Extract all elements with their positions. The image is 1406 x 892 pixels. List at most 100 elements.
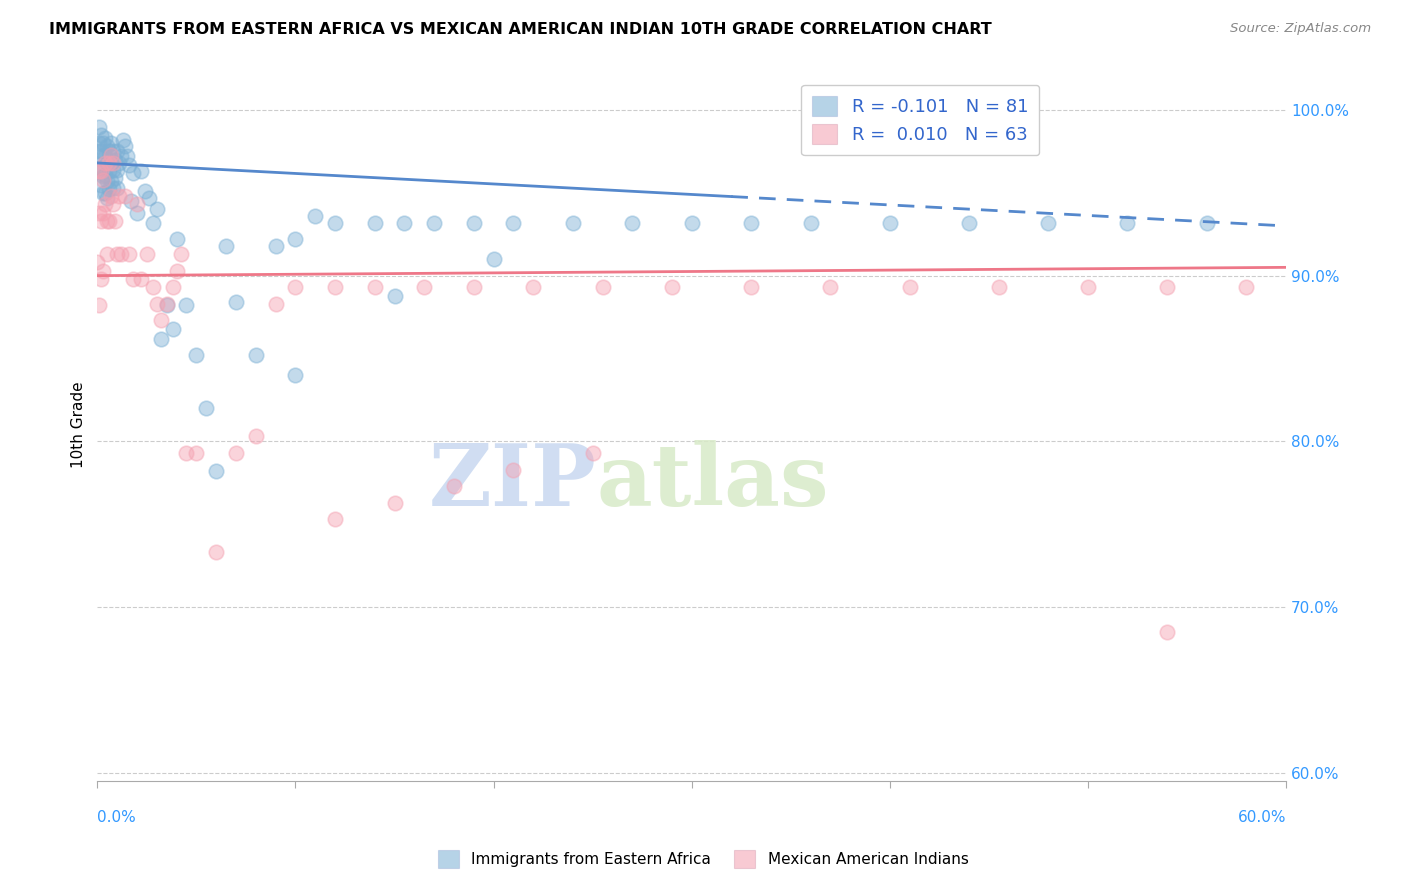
Point	[463, 216, 485, 230]
Point	[264, 297, 287, 311]
Point	[103, 145, 125, 159]
Point	[149, 313, 172, 327]
Text: IMMIGRANTS FROM EASTERN AFRICA VS MEXICAN AMERICAN INDIAN 10TH GRADE CORRELATION: IMMIGRANTS FROM EASTERN AFRICA VS MEXICA…	[49, 22, 993, 37]
Point	[98, 214, 121, 228]
Point	[186, 348, 208, 362]
Point	[90, 128, 112, 142]
Point	[581, 446, 603, 460]
Point	[91, 172, 114, 186]
Point	[323, 216, 346, 230]
Point	[89, 136, 111, 150]
Point	[134, 184, 156, 198]
Point	[90, 214, 112, 228]
Point	[681, 216, 703, 230]
Point	[363, 280, 385, 294]
Point	[100, 189, 122, 203]
Point	[104, 214, 127, 228]
Text: 60.0%: 60.0%	[1237, 810, 1286, 824]
Point	[115, 149, 138, 163]
Point	[86, 145, 108, 159]
Point	[304, 209, 326, 223]
Point	[138, 191, 160, 205]
Point	[91, 205, 114, 219]
Point	[621, 216, 644, 230]
Point	[186, 446, 208, 460]
Point	[129, 164, 152, 178]
Point	[561, 216, 583, 230]
Point	[100, 156, 122, 170]
Point	[363, 216, 385, 230]
Point	[104, 153, 127, 167]
Point	[245, 429, 267, 443]
Point	[89, 298, 111, 312]
Point	[987, 280, 1010, 294]
Point	[225, 295, 247, 310]
Point	[205, 545, 228, 559]
Point	[96, 247, 118, 261]
Point	[423, 216, 446, 230]
Point	[142, 216, 165, 230]
Y-axis label: 10th Grade: 10th Grade	[72, 382, 86, 468]
Point	[114, 189, 136, 203]
Point	[110, 149, 132, 163]
Point	[96, 214, 118, 228]
Point	[394, 216, 416, 230]
Point	[384, 288, 406, 302]
Point	[122, 166, 145, 180]
Point	[105, 247, 128, 261]
Point	[661, 280, 683, 294]
Point	[166, 263, 188, 277]
Point	[1156, 624, 1178, 639]
Text: atlas: atlas	[596, 440, 830, 524]
Point	[195, 401, 218, 416]
Point	[96, 174, 118, 188]
Point	[482, 252, 505, 266]
Point	[592, 280, 614, 294]
Point	[90, 178, 112, 192]
Point	[443, 479, 465, 493]
Point	[522, 280, 544, 294]
Point	[91, 149, 114, 163]
Point	[740, 216, 762, 230]
Point	[323, 280, 346, 294]
Point	[169, 247, 191, 261]
Point	[740, 280, 762, 294]
Point	[100, 136, 122, 150]
Point	[323, 512, 346, 526]
Point	[125, 197, 148, 211]
Point	[120, 194, 142, 208]
Point	[413, 280, 436, 294]
Point	[100, 147, 122, 161]
Point	[284, 280, 307, 294]
Legend: Immigrants from Eastern Africa, Mexican American Indians: Immigrants from Eastern Africa, Mexican …	[432, 844, 974, 873]
Point	[89, 164, 111, 178]
Point	[1116, 216, 1139, 230]
Point	[799, 216, 821, 230]
Point	[98, 145, 121, 159]
Point	[114, 139, 136, 153]
Point	[96, 139, 118, 153]
Point	[100, 174, 122, 188]
Point	[118, 247, 141, 261]
Text: Source: ZipAtlas.com: Source: ZipAtlas.com	[1230, 22, 1371, 36]
Point	[146, 297, 169, 311]
Point	[89, 120, 111, 134]
Point	[118, 158, 141, 172]
Point	[205, 464, 228, 478]
Point	[91, 169, 114, 184]
Point	[162, 280, 184, 294]
Point	[94, 149, 117, 163]
Point	[94, 197, 117, 211]
Point	[90, 161, 112, 175]
Point	[245, 348, 267, 362]
Point	[1156, 280, 1178, 294]
Point	[94, 131, 117, 145]
Point	[1038, 216, 1060, 230]
Point	[89, 205, 111, 219]
Text: ZIP: ZIP	[429, 440, 596, 524]
Text: 0.0%: 0.0%	[97, 810, 136, 824]
Point	[225, 446, 247, 460]
Point	[957, 216, 980, 230]
Point	[91, 136, 114, 150]
Point	[89, 161, 111, 175]
